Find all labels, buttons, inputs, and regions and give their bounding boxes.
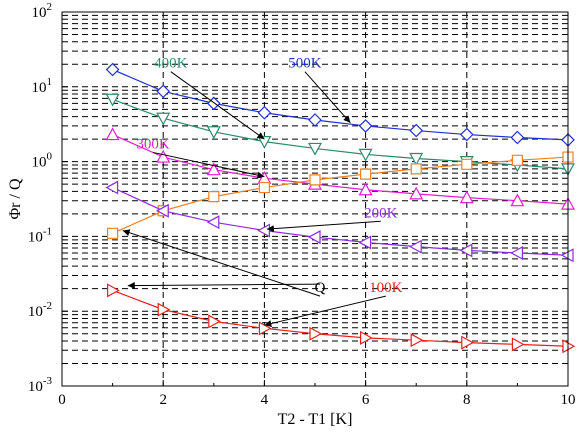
series-100k <box>107 283 576 354</box>
data-point <box>206 96 221 111</box>
annotation-label: 200K <box>364 205 398 221</box>
data-point <box>461 158 473 170</box>
series-400k <box>105 93 576 177</box>
annotation-arrow <box>152 151 265 179</box>
series-line <box>112 186 569 256</box>
annotation-arrow <box>264 295 386 327</box>
data-point <box>206 162 221 176</box>
data-point <box>105 93 120 107</box>
grid <box>62 12 568 386</box>
data-point <box>309 326 323 341</box>
annotation-arrow <box>122 229 321 297</box>
data-point <box>257 105 272 120</box>
y-tick-label: 10-1 <box>28 225 52 245</box>
y-tick-label: 100 <box>32 151 53 171</box>
annotations: 500K 400K 300K 200K Q 100K <box>122 56 403 327</box>
annotation-label: 500K <box>288 56 322 72</box>
data-point <box>156 149 171 163</box>
data-point <box>155 203 169 218</box>
data-point <box>511 337 525 352</box>
data-point <box>360 168 372 180</box>
data-point <box>105 127 120 141</box>
series-500k <box>105 62 575 147</box>
data-point <box>257 136 272 149</box>
x-tick-label: 8 <box>463 392 471 408</box>
data-point <box>410 333 424 348</box>
ticks: 0 2 4 6 8 10 10-3 10-2 10-1 100 101 102 <box>28 1 576 408</box>
annotation-arrow <box>170 71 265 140</box>
data-point <box>459 243 473 258</box>
series-line <box>112 289 569 347</box>
x-tick-label: 10 <box>561 392 576 408</box>
series-line <box>112 69 569 141</box>
series-q <box>107 151 574 239</box>
annotation-label: 300K <box>136 136 170 152</box>
data-point <box>358 182 373 196</box>
data-point <box>157 302 171 317</box>
data-point <box>107 283 120 298</box>
data-point <box>107 227 119 239</box>
x-tick-label: 4 <box>261 392 269 408</box>
data-point <box>510 193 525 207</box>
data-point <box>208 314 222 329</box>
annotation-label: 100K <box>369 280 403 296</box>
data-point <box>105 180 119 195</box>
data-point <box>410 163 422 175</box>
data-point <box>358 235 372 250</box>
x-tick-label: 0 <box>58 392 66 408</box>
y-axis-label: Φr / Q <box>7 178 24 219</box>
data-point <box>156 84 171 99</box>
data-point <box>510 245 523 261</box>
data-point <box>308 113 322 127</box>
data-point <box>105 62 120 77</box>
x-tick-label: 6 <box>362 392 370 408</box>
data-point <box>459 127 474 142</box>
series-line <box>112 98 569 170</box>
data-point <box>510 130 525 145</box>
data-point <box>360 330 373 345</box>
series-line <box>112 156 569 234</box>
data-point <box>208 191 220 203</box>
data-point <box>206 126 221 140</box>
annotation-arrow <box>266 220 381 233</box>
series-line <box>112 133 569 205</box>
annotation-arrow <box>304 71 351 124</box>
annotation-arrow <box>127 282 321 290</box>
data-point <box>156 112 171 126</box>
series-200k <box>105 180 574 263</box>
series-300k <box>105 127 576 210</box>
data-point <box>258 181 270 194</box>
annotation-label: Q <box>315 280 326 296</box>
series-group <box>105 62 576 354</box>
data-point <box>459 190 474 204</box>
data-point <box>307 230 321 245</box>
data-point <box>206 215 220 230</box>
data-point <box>358 148 373 162</box>
y-tick-label: 102 <box>32 1 53 21</box>
x-tick-label: 2 <box>159 392 167 408</box>
annotation-label: 400K <box>154 56 188 72</box>
data-point <box>358 119 373 133</box>
y-tick-label: 101 <box>32 76 53 96</box>
data-point <box>409 152 424 166</box>
data-point <box>408 239 422 254</box>
y-tick-label: 10-3 <box>28 375 53 395</box>
data-point <box>307 142 323 156</box>
x-axis-label: T2 - T1 [K] <box>278 411 353 428</box>
data-point <box>409 186 424 200</box>
data-point <box>461 335 475 350</box>
data-point <box>309 174 321 186</box>
data-point <box>511 154 523 166</box>
y-tick-label: 10-2 <box>28 300 52 320</box>
data-point <box>409 123 424 138</box>
